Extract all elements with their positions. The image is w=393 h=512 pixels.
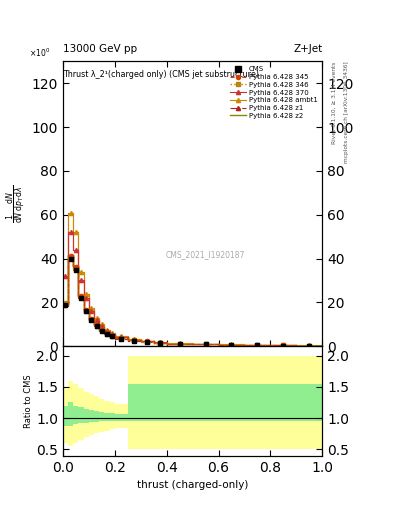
Text: Thrust λ_2¹(charged only) (CMS jet substructure): Thrust λ_2¹(charged only) (CMS jet subst… <box>63 70 259 79</box>
Text: mcplots.cern.ch [arXiv:1306.3436]: mcplots.cern.ch [arXiv:1306.3436] <box>344 61 349 163</box>
Text: Rivet 3.1.10, ≥ 3.1M events: Rivet 3.1.10, ≥ 3.1M events <box>332 61 337 144</box>
Text: CMS_2021_I1920187: CMS_2021_I1920187 <box>166 250 245 260</box>
Y-axis label: $\frac{1}{\mathrm{d}N}\frac{\mathrm{d}N}{\mathrm{d}p_T\,\mathrm{d}\lambda}$: $\frac{1}{\mathrm{d}N}\frac{\mathrm{d}N}… <box>5 185 29 223</box>
Y-axis label: Ratio to CMS: Ratio to CMS <box>24 374 33 428</box>
Text: Z+Jet: Z+Jet <box>293 44 322 54</box>
Text: $\times 10^{0}$: $\times 10^{0}$ <box>29 46 50 58</box>
Text: 13000 GeV pp: 13000 GeV pp <box>63 44 137 54</box>
Legend: CMS, Pythia 6.428 345, Pythia 6.428 346, Pythia 6.428 370, Pythia 6.428 ambt1, P: CMS, Pythia 6.428 345, Pythia 6.428 346,… <box>229 65 319 120</box>
X-axis label: thrust (charged-only): thrust (charged-only) <box>137 480 248 490</box>
